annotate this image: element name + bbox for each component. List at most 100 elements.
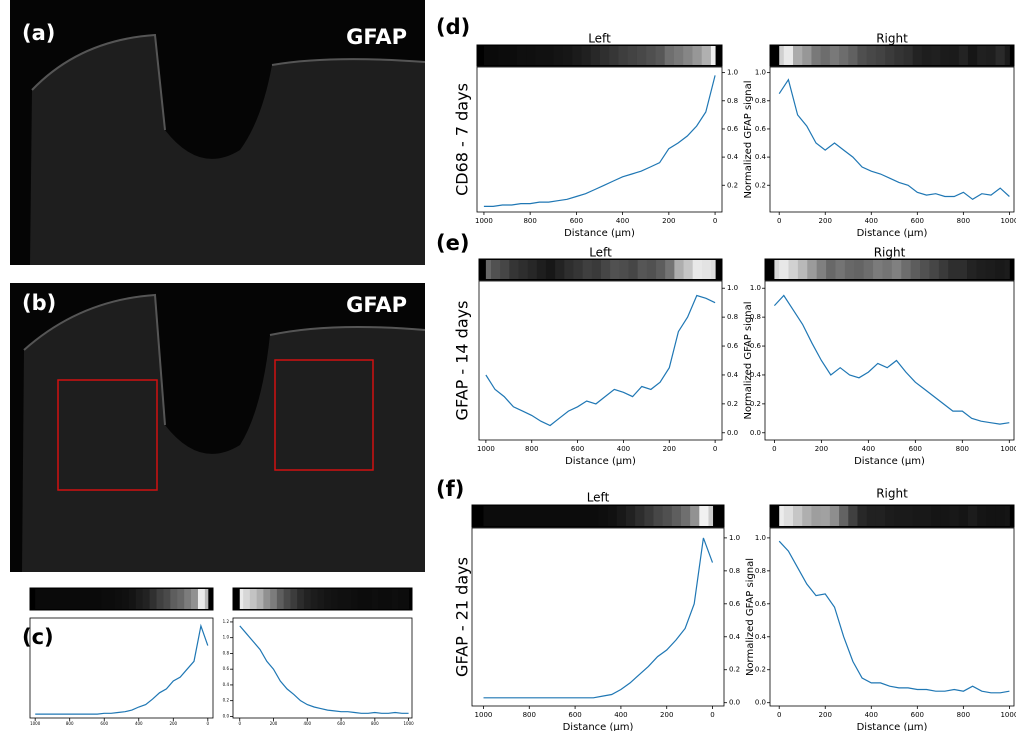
strip-cell (673, 260, 684, 279)
strip-cell (599, 46, 610, 65)
y-tick-label: 0.2 (223, 698, 230, 703)
strip-cell (497, 46, 508, 65)
y-tick-label: 0.8 (755, 97, 766, 105)
strip-cell (683, 260, 693, 279)
strip-cell (802, 46, 812, 65)
strip-cell (820, 46, 831, 65)
y-tick-label: 0.0 (727, 429, 738, 437)
strip-cell (330, 589, 339, 609)
strip-cell (249, 589, 258, 609)
x-tick-label: 200 (815, 445, 828, 453)
strip-cell (967, 506, 978, 526)
strip-cell (405, 589, 410, 609)
y-tick-label: 0.6 (755, 125, 767, 133)
plot-frame (769, 66, 1015, 213)
strip-cell (940, 506, 951, 526)
strip-cell (391, 589, 399, 609)
strip-cell (183, 589, 192, 609)
strip-cell (995, 260, 1006, 279)
plot-frame (478, 280, 723, 441)
strip-cell (515, 506, 526, 526)
x-axis-label: Distance (µm) (563, 722, 634, 731)
strip-cell (544, 46, 554, 65)
strip-cell (885, 506, 895, 526)
x-tick-label: 200 (662, 217, 675, 225)
strip-cell (636, 46, 647, 65)
strip-cell (483, 506, 489, 526)
strip-cell (811, 46, 822, 65)
tissue-edge (271, 58, 426, 66)
profile-line (773, 294, 1010, 425)
x-tick-label: 400 (135, 721, 143, 726)
x-tick-label: 600 (911, 217, 924, 225)
y-tick-label: 0.2 (727, 400, 738, 408)
profile-line (483, 75, 716, 207)
strip-cell (507, 46, 517, 65)
x-tick-label: 0 (238, 721, 241, 726)
strip-cell (829, 46, 840, 65)
strip-cell (829, 506, 840, 526)
strip-cell (894, 506, 905, 526)
strip-cell (310, 589, 318, 609)
y-tick-label: 1.2 (223, 619, 230, 624)
tissue-edge (269, 325, 426, 336)
strip-cell (483, 46, 490, 65)
strip-cell (617, 46, 628, 65)
tissue-edge (31, 33, 166, 131)
x-tick-label: 1000 (1000, 445, 1016, 453)
x-tick-label: 200 (819, 711, 832, 719)
strip-cell (45, 589, 53, 609)
y-tick-label: 1.0 (223, 635, 230, 640)
x-tick-label: 200 (169, 721, 177, 726)
x-tick-label: 400 (614, 711, 627, 719)
strip-cell (357, 589, 366, 609)
strip-cell (517, 260, 528, 279)
strip-cell (995, 46, 1006, 65)
y-tick-label: 0.4 (727, 153, 739, 161)
strip-cell (921, 46, 932, 65)
strip-cell (35, 589, 40, 609)
y-tick-label: 0.8 (750, 313, 761, 321)
strip-cell (875, 46, 886, 65)
strip-cell (701, 46, 711, 65)
strip-cell (598, 506, 608, 526)
strip-cell (948, 260, 959, 279)
y-tick-label: 1.0 (755, 69, 766, 77)
strip-cell (977, 506, 987, 526)
strip-cell (570, 506, 581, 526)
strip-cell (243, 589, 251, 609)
strip-cell (854, 260, 865, 279)
profile-line (483, 537, 714, 699)
strip-cell (239, 589, 244, 609)
y-tick-label: 0.8 (729, 567, 740, 575)
strip-cell (149, 589, 157, 609)
y-tick-label: 1.0 (727, 284, 738, 292)
strip-cell (848, 506, 858, 526)
strip-cell (986, 46, 997, 65)
strip-cell (958, 46, 969, 65)
y-tick-label: 0.6 (727, 125, 739, 133)
strip-cell (582, 260, 592, 279)
strip-cell (901, 260, 912, 279)
strip-cell (929, 260, 940, 279)
strip-cell (571, 46, 582, 65)
x-tick-label: 0 (713, 217, 717, 225)
y-tick-label: 0.2 (729, 666, 740, 674)
strip-cell (807, 260, 818, 279)
strip-cell (903, 506, 914, 526)
strip-cell (1004, 46, 1010, 65)
strip-cell (554, 260, 565, 279)
x-tick-label: 400 (862, 445, 875, 453)
y-tick-label: 0.6 (223, 666, 230, 671)
strip-cell (553, 46, 564, 65)
strip-cell (646, 260, 657, 279)
strip-cell (820, 506, 831, 526)
strip-cell (527, 260, 537, 279)
strip-cell (816, 260, 827, 279)
strip-cell (337, 589, 345, 609)
strip-cell (894, 46, 905, 65)
strip-cell (197, 589, 205, 609)
strip-cell (1004, 260, 1010, 279)
strip-cell (38, 589, 47, 609)
